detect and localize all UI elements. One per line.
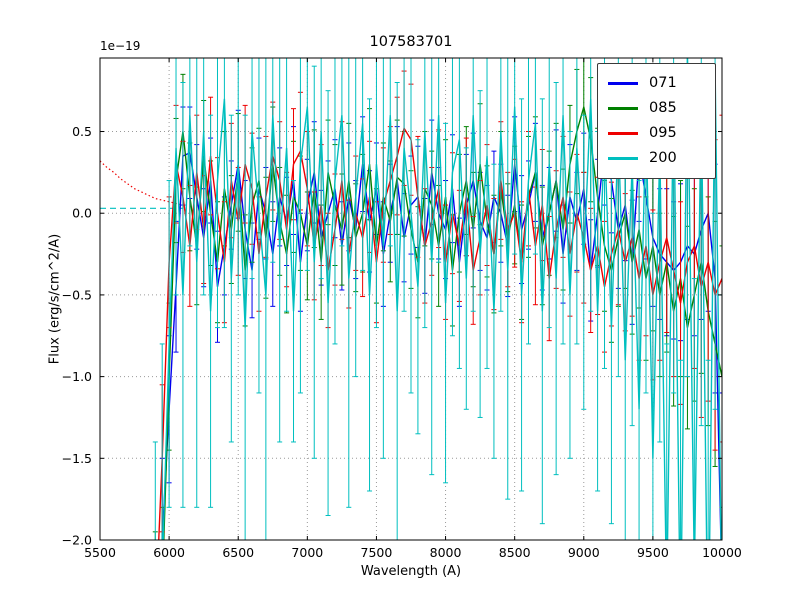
x-tick-label: 8000 <box>430 545 462 560</box>
legend-label-071: 071 <box>649 75 677 92</box>
x-tick-label: 9500 <box>637 545 669 560</box>
legend-label-095: 095 <box>649 125 677 142</box>
y-tick-label: −0.5 <box>62 287 92 302</box>
chart-title: 107583701 <box>369 34 453 50</box>
legend-swatch-095 <box>608 132 638 135</box>
y-axis-offset-label: 1e−19 <box>100 39 141 53</box>
legend-label-085: 085 <box>649 100 677 117</box>
x-tick-label: 7000 <box>291 545 323 560</box>
legend-label-200: 200 <box>649 150 677 167</box>
x-tick-label: 5500 <box>84 545 116 560</box>
x-tick-label: 7500 <box>361 545 393 560</box>
y-tick-label: −2.0 <box>62 533 92 548</box>
y-tick-label: 0.0 <box>72 206 92 221</box>
x-tick-label: 6000 <box>153 545 185 560</box>
legend-item-071: 071 <box>608 71 705 96</box>
y-tick-label: −1.5 <box>62 451 92 466</box>
legend-item-085: 085 <box>608 96 705 121</box>
x-tick-label: 6500 <box>222 545 254 560</box>
x-tick-label: 10000 <box>702 545 742 560</box>
legend-swatch-200 <box>608 157 638 160</box>
y-tick-label: −1.0 <box>62 369 92 384</box>
y-tick-label: 0.5 <box>72 124 92 139</box>
legend-item-200: 200 <box>608 146 705 171</box>
legend-swatch-071 <box>608 82 638 85</box>
legend: 071 085 095 200 <box>597 63 716 179</box>
legend-swatch-085 <box>608 107 638 110</box>
x-axis-label: Wavelength (A) <box>360 564 462 579</box>
y-axis-label: Flux (erg/s/cm^2/A) <box>47 233 63 365</box>
x-tick-label: 8500 <box>499 545 531 560</box>
x-tick-label: 9000 <box>568 545 600 560</box>
legend-item-095: 095 <box>608 121 705 146</box>
